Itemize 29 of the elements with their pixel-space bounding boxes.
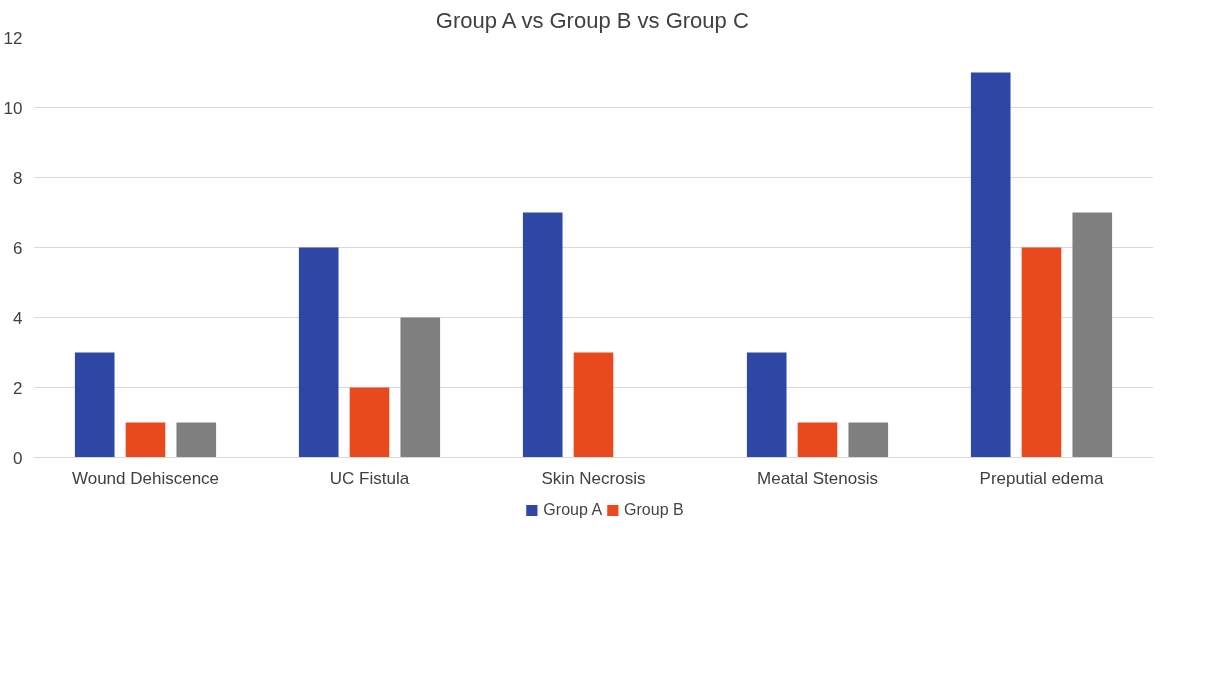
- bar: [349, 387, 390, 458]
- x-tick-label: UC Fistula: [329, 468, 410, 488]
- y-tick-label: 0: [13, 448, 23, 468]
- bar: [848, 422, 889, 458]
- bar: [970, 72, 1011, 458]
- bar: [125, 422, 166, 458]
- legend-label: Group B: [624, 501, 684, 519]
- bar: [1021, 247, 1062, 458]
- x-tick-label: Preputial edema: [979, 468, 1104, 488]
- bar: [74, 352, 115, 458]
- bar: [746, 352, 787, 458]
- y-tick-label: 2: [13, 378, 23, 398]
- y-tick-label: 12: [3, 28, 23, 48]
- bar: [522, 212, 563, 458]
- x-tick-label: Skin Necrosis: [541, 468, 646, 488]
- y-tick-label: 6: [13, 238, 23, 258]
- x-tick-label: Wound Dehiscence: [71, 468, 220, 488]
- bar: [797, 422, 838, 458]
- bar: [298, 247, 339, 458]
- legend-label: Group A: [543, 501, 603, 519]
- bar: [1072, 212, 1113, 458]
- y-tick-label: 4: [13, 308, 23, 328]
- y-tick-label: 8: [13, 168, 23, 188]
- bar: [176, 422, 217, 458]
- y-tick-label: 10: [3, 98, 23, 118]
- bar: [573, 352, 614, 458]
- bar: [400, 317, 441, 458]
- x-tick-label: Meatal Stenosis: [757, 468, 878, 488]
- chart-title: Group A vs Group B vs Group C: [435, 7, 749, 33]
